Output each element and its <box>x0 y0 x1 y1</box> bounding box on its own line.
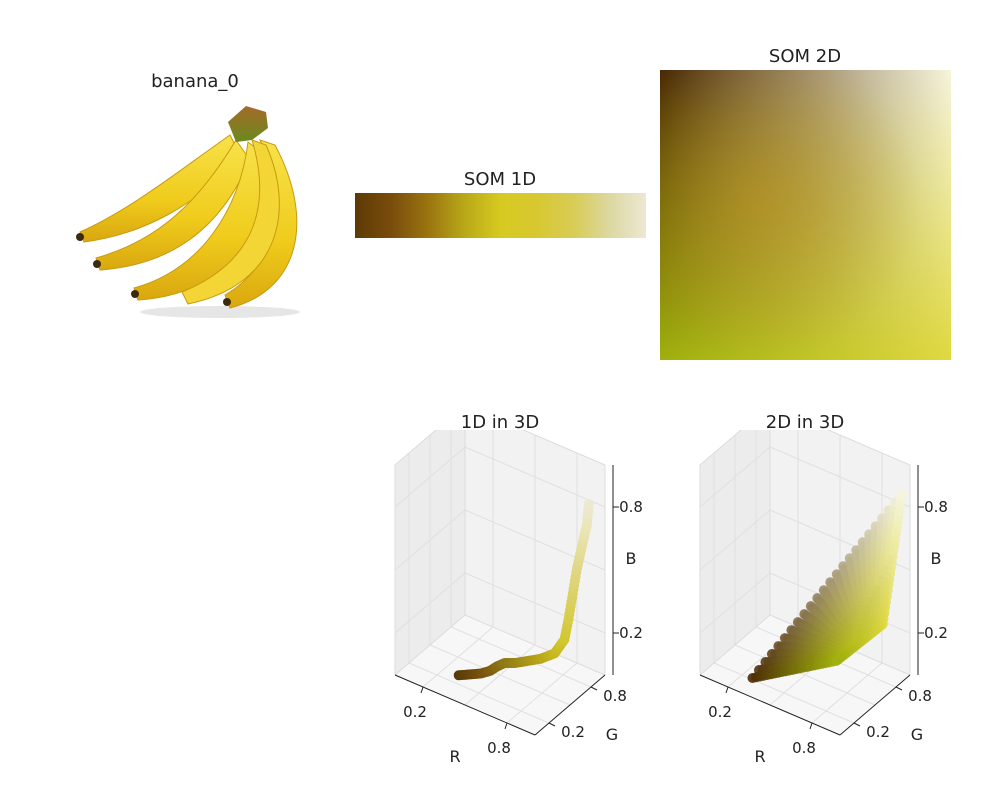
plot-a-gridline <box>429 644 571 706</box>
plot-b-r-axis <box>699 674 841 736</box>
som1d-title: SOM 1D <box>463 169 537 190</box>
plot-a-pane-edge <box>464 614 606 676</box>
plot-a-g-tick-label: 0.8 <box>603 687 627 705</box>
plot-b-b-tick-label: 0.8 <box>924 498 948 516</box>
plot-a-pane-edge <box>394 614 466 676</box>
plot-a-r-tick-label: 0.8 <box>487 739 511 757</box>
plot-a-b-tick-label: 0.2 <box>619 624 643 642</box>
plot-b-gridline <box>734 644 876 706</box>
plot-b-pane-edge <box>699 430 742 466</box>
plot-b-point <box>896 489 907 500</box>
plot-b-r-tick-label: 0.2 <box>708 703 732 721</box>
plot-a-r-axis <box>394 674 536 736</box>
plot-a-g-tick <box>590 686 598 691</box>
plot-b-gridline <box>811 662 883 724</box>
image-title: banana_0 <box>151 71 239 92</box>
plot-a-r-label: R <box>449 747 460 766</box>
plot-a-g-axis <box>534 674 606 736</box>
plot-b-b-label: B <box>931 549 942 568</box>
som2d-colormap <box>660 70 951 360</box>
plot-a-point <box>583 499 594 509</box>
plot-a-pane-edge <box>522 430 606 466</box>
som2d-title: SOM 2D <box>768 46 842 67</box>
plot-b-point <box>831 655 842 666</box>
plot-a-g-tick <box>548 722 556 727</box>
plot-a-b-tick-label: 0.8 <box>619 498 643 516</box>
plot-b-gridline <box>699 446 771 508</box>
plot-b-g-tick <box>853 722 861 727</box>
plot-b-g-tick-label: 0.2 <box>866 723 890 741</box>
plot-a-r-tick <box>420 686 424 694</box>
plot-a-r-tick <box>504 722 508 730</box>
plot-b-r-tick-label: 0.8 <box>792 739 816 757</box>
plot-a-gridline <box>394 446 466 508</box>
plot2d3d-title: 2D in 3D <box>765 412 845 433</box>
plot1d3d-title: 1D in 3D <box>460 412 540 433</box>
som2d-canvas <box>660 70 951 360</box>
plot-a-b-label: B <box>626 549 637 568</box>
plot-a-g-tick-label: 0.2 <box>561 723 585 741</box>
plot-b-gridline <box>769 446 911 508</box>
plot-a-r-tick-label: 0.2 <box>403 703 427 721</box>
plot-b-pane-edge <box>827 430 911 466</box>
plot-b-r-tick <box>809 722 813 730</box>
som1d-colorbar <box>355 193 646 238</box>
plot-b-g-tick-label: 0.8 <box>908 687 932 705</box>
plot-1d-in-3d: 0.2 0.2 0.2 0.8 0.8 0.8 R G B <box>394 430 643 766</box>
plot-b-r-label: R <box>754 747 765 766</box>
plot-b-pane-edge <box>699 614 771 676</box>
plot-b-g-tick <box>895 686 903 691</box>
plot-2d-in-3d: 0.2 0.2 0.2 0.8 0.8 0.8 R G B <box>699 430 948 766</box>
plot-b-g-label: G <box>911 725 923 744</box>
plot-b-r-tick <box>725 686 729 694</box>
plot-a-gridline <box>506 662 578 724</box>
plot-b-b-tick-label: 0.2 <box>924 624 948 642</box>
plot-a-gridline <box>394 509 466 571</box>
banana-image <box>76 106 300 318</box>
plot-a-gridline <box>464 446 606 508</box>
plot-a-g-label: G <box>606 725 618 744</box>
plot-a-pane-edge <box>394 430 437 466</box>
plot-b-g-axis <box>839 674 911 736</box>
plot-b-gridline <box>699 509 771 571</box>
